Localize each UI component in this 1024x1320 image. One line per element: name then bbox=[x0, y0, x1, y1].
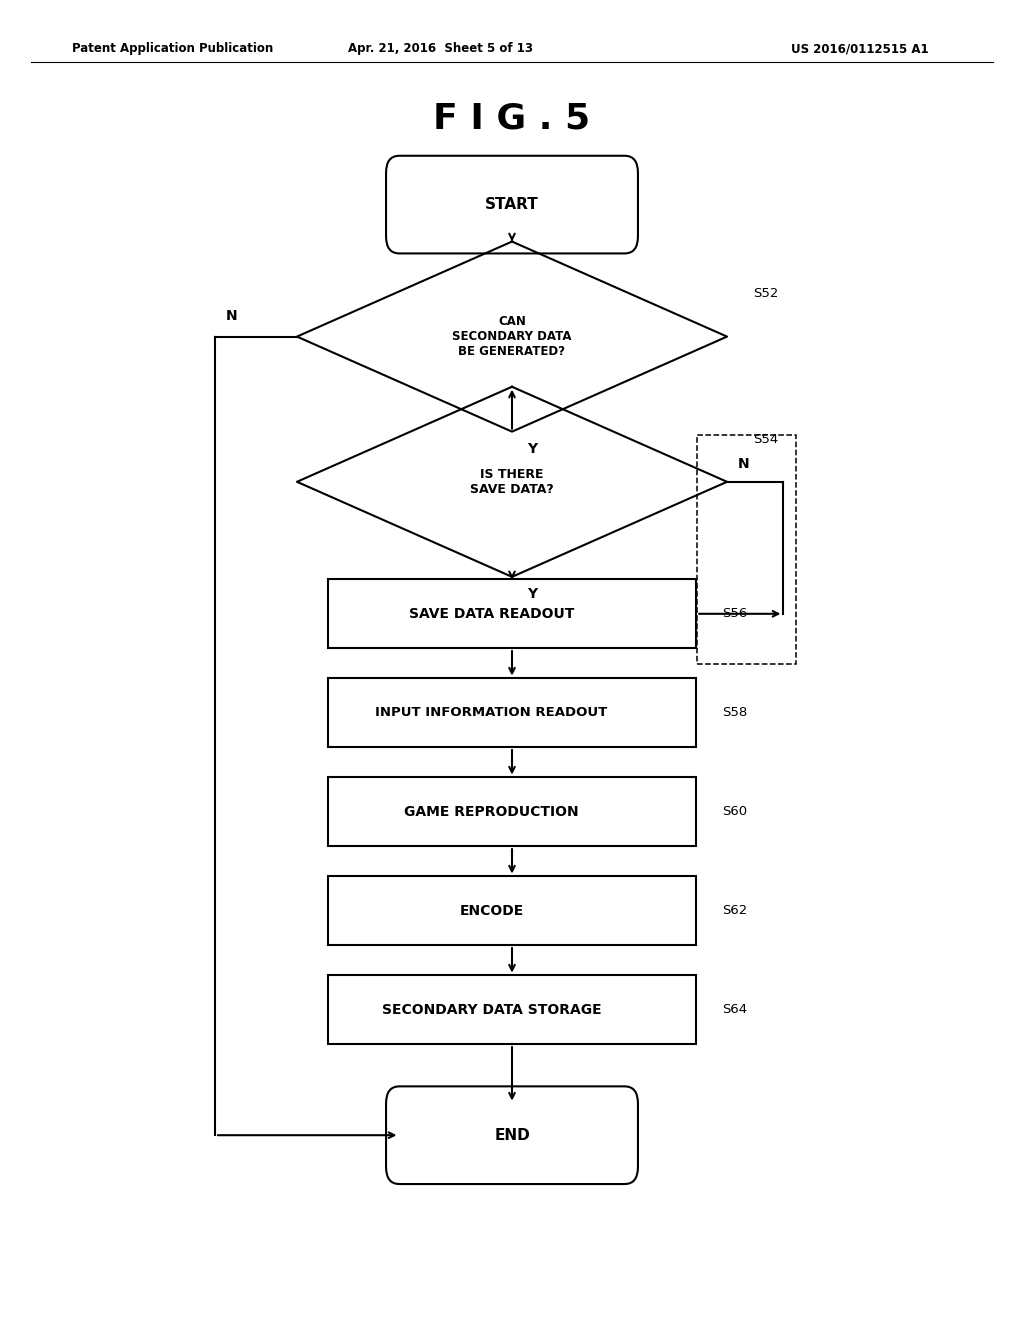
Text: Y: Y bbox=[527, 442, 538, 457]
Text: Apr. 21, 2016  Sheet 5 of 13: Apr. 21, 2016 Sheet 5 of 13 bbox=[348, 42, 532, 55]
Bar bbox=[328, 975, 696, 1044]
Bar bbox=[328, 777, 696, 846]
Text: START: START bbox=[485, 197, 539, 213]
Text: END: END bbox=[495, 1127, 529, 1143]
Text: SAVE DATA READOUT: SAVE DATA READOUT bbox=[409, 607, 574, 620]
Text: S60: S60 bbox=[722, 805, 748, 818]
FancyBboxPatch shape bbox=[386, 156, 638, 253]
Bar bbox=[328, 678, 696, 747]
Text: N: N bbox=[737, 457, 749, 471]
Text: S56: S56 bbox=[722, 607, 748, 620]
Text: S52: S52 bbox=[753, 288, 778, 301]
Text: Y: Y bbox=[527, 587, 538, 602]
Text: IS THERE
SAVE DATA?: IS THERE SAVE DATA? bbox=[470, 467, 554, 496]
Bar bbox=[697, 434, 796, 664]
Text: CAN
SECONDARY DATA
BE GENERATED?: CAN SECONDARY DATA BE GENERATED? bbox=[453, 315, 571, 358]
Bar bbox=[328, 579, 696, 648]
Text: F I G . 5: F I G . 5 bbox=[433, 102, 591, 136]
Text: S64: S64 bbox=[722, 1003, 748, 1016]
Bar bbox=[328, 876, 696, 945]
FancyBboxPatch shape bbox=[386, 1086, 638, 1184]
Text: ENCODE: ENCODE bbox=[460, 904, 523, 917]
Text: INPUT INFORMATION READOUT: INPUT INFORMATION READOUT bbox=[376, 706, 607, 719]
Text: S58: S58 bbox=[722, 706, 748, 719]
Text: S62: S62 bbox=[722, 904, 748, 917]
Text: N: N bbox=[225, 309, 237, 323]
Text: S54: S54 bbox=[753, 433, 778, 446]
Text: SECONDARY DATA STORAGE: SECONDARY DATA STORAGE bbox=[382, 1003, 601, 1016]
Text: Patent Application Publication: Patent Application Publication bbox=[72, 42, 273, 55]
Text: GAME REPRODUCTION: GAME REPRODUCTION bbox=[404, 805, 579, 818]
Text: US 2016/0112515 A1: US 2016/0112515 A1 bbox=[792, 42, 929, 55]
